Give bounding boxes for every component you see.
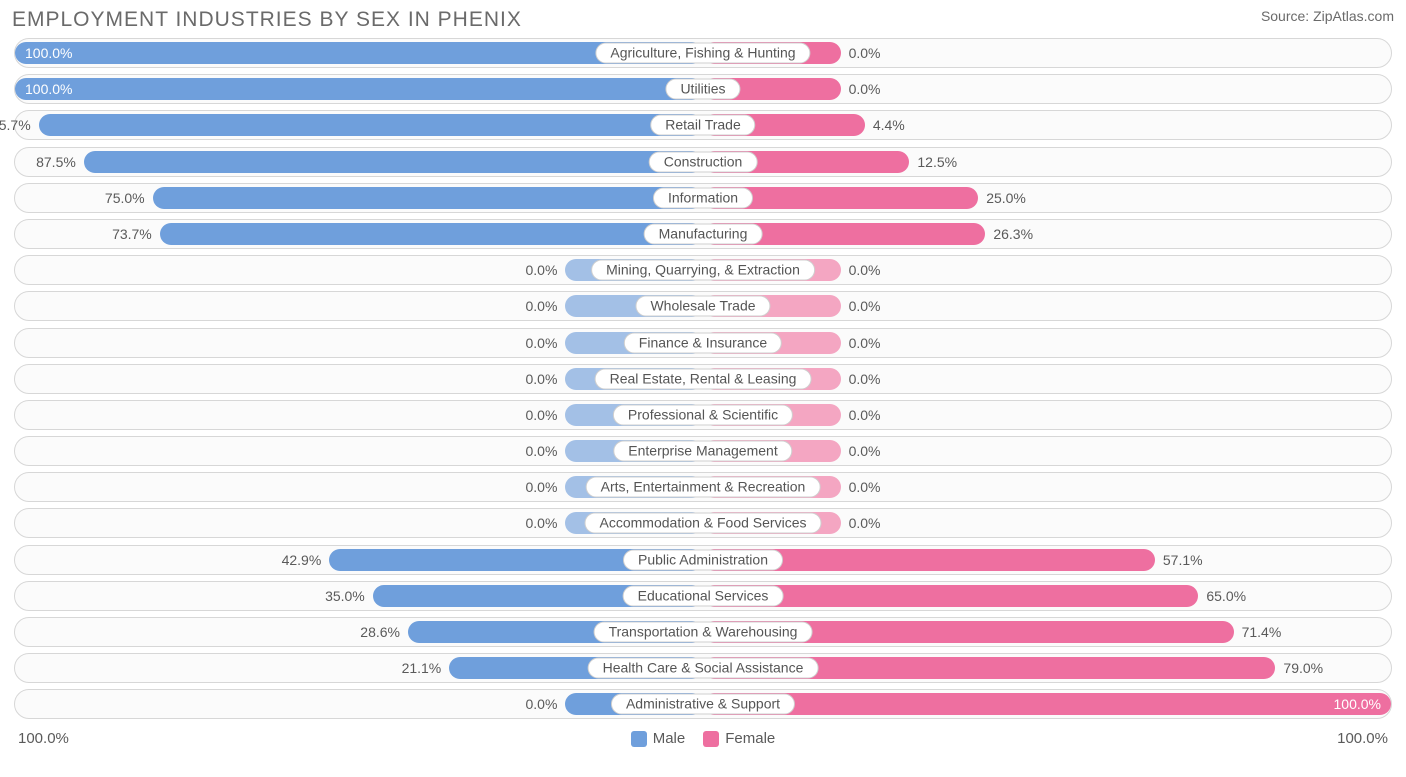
- male-pct: 0.0%: [525, 690, 557, 718]
- legend: Male Female: [631, 730, 776, 747]
- male-bar: [39, 114, 703, 136]
- category-label: Arts, Entertainment & Recreation: [586, 477, 821, 498]
- female-pct: 0.0%: [849, 365, 881, 393]
- male-bar: [84, 151, 703, 173]
- axis-left-label: 100.0%: [18, 730, 69, 747]
- female-pct: 0.0%: [849, 329, 881, 357]
- male-pct: 0.0%: [525, 437, 557, 465]
- chart-row: 0.0% 0.0% Wholesale Trade: [14, 291, 1392, 321]
- category-label: Mining, Quarrying, & Extraction: [591, 260, 815, 281]
- legend-male-label: Male: [653, 730, 686, 747]
- category-label: Information: [653, 187, 753, 208]
- female-bar: [703, 693, 1391, 715]
- chart-row: 0.0% 100.0% Administrative & Support: [14, 689, 1392, 719]
- chart-row: 42.9% 57.1% Public Administration: [14, 545, 1392, 575]
- female-pct: 0.0%: [849, 39, 881, 67]
- male-pct: 35.0%: [325, 582, 365, 610]
- chart-row: 95.7%4.4%Retail Trade: [14, 110, 1392, 140]
- legend-female: Female: [703, 730, 775, 747]
- chart-row: 73.7% 26.3% Manufacturing: [14, 219, 1392, 249]
- female-pct: 0.0%: [849, 401, 881, 429]
- male-pct: 42.9%: [282, 546, 322, 574]
- female-pct: 0.0%: [849, 473, 881, 501]
- male-bar: [153, 187, 703, 209]
- category-label: Administrative & Support: [611, 694, 795, 715]
- category-label: Accommodation & Food Services: [585, 513, 822, 534]
- male-bar: [15, 78, 703, 100]
- chart-row: 0.0% 0.0% Real Estate, Rental & Leasing: [14, 364, 1392, 394]
- male-pct: 0.0%: [525, 365, 557, 393]
- male-pct: 87.5%: [36, 148, 76, 176]
- chart-row: 100.0% 0.0% Agriculture, Fishing & Hunting: [14, 38, 1392, 68]
- chart-rows: 100.0% 0.0% Agriculture, Fishing & Hunting…: [12, 38, 1394, 719]
- chart-row: 0.0% 0.0% Mining, Quarrying, & Extraction: [14, 255, 1392, 285]
- male-pct: 0.0%: [525, 509, 557, 537]
- female-pct: 4.4%: [873, 111, 905, 139]
- category-label: Finance & Insurance: [624, 332, 782, 353]
- female-pct: 0.0%: [849, 437, 881, 465]
- male-pct: 0.0%: [525, 256, 557, 284]
- chart-row: 0.0% 0.0% Accommodation & Food Services: [14, 508, 1392, 538]
- axis-right-label: 100.0%: [1337, 730, 1388, 747]
- chart-row: 87.5% 12.5% Construction: [14, 147, 1392, 177]
- category-label: Enterprise Management: [613, 441, 792, 462]
- female-pct: 12.5%: [917, 148, 957, 176]
- legend-female-label: Female: [725, 730, 775, 747]
- chart-row: 21.1% 79.0% Health Care & Social Assistanc…: [14, 653, 1392, 683]
- male-pct: 21.1%: [402, 654, 442, 682]
- chart-header: EMPLOYMENT INDUSTRIES BY SEX IN PHENIX S…: [12, 8, 1394, 32]
- category-label: Educational Services: [623, 585, 784, 606]
- male-pct: 0.0%: [525, 329, 557, 357]
- male-pct: 100.0%: [25, 39, 72, 67]
- chart-source: Source: ZipAtlas.com: [1261, 8, 1394, 24]
- category-label: Construction: [649, 151, 758, 172]
- category-label: Transportation & Warehousing: [594, 622, 813, 643]
- chart-container: EMPLOYMENT INDUSTRIES BY SEX IN PHENIX S…: [0, 0, 1406, 777]
- male-swatch-icon: [631, 731, 647, 747]
- chart-row: 0.0% 0.0% Arts, Entertainment & Recreation: [14, 472, 1392, 502]
- male-pct: 28.6%: [360, 618, 400, 646]
- female-pct: 0.0%: [849, 75, 881, 103]
- category-label: Manufacturing: [644, 223, 763, 244]
- male-pct: 100.0%: [25, 75, 72, 103]
- chart-title: EMPLOYMENT INDUSTRIES BY SEX IN PHENIX: [12, 8, 522, 32]
- chart-row: 100.0% 0.0% Utilities: [14, 74, 1392, 104]
- female-pct: 57.1%: [1163, 546, 1203, 574]
- male-pct: 0.0%: [525, 473, 557, 501]
- male-pct: 0.0%: [525, 292, 557, 320]
- female-pct: 71.4%: [1242, 618, 1282, 646]
- chart-row: 75.0% 25.0% Information: [14, 183, 1392, 213]
- category-label: Wholesale Trade: [635, 296, 770, 317]
- chart-row: 0.0% 0.0% Professional & Scientific: [14, 400, 1392, 430]
- female-pct: 100.0%: [1334, 690, 1381, 718]
- chart-row: 0.0% 0.0% Finance & Insurance: [14, 328, 1392, 358]
- female-pct: 26.3%: [993, 220, 1033, 248]
- female-pct: 65.0%: [1206, 582, 1246, 610]
- chart-footer: 100.0% Male Female 100.0%: [12, 726, 1394, 747]
- male-bar: [160, 223, 703, 245]
- category-label: Agriculture, Fishing & Hunting: [595, 43, 810, 64]
- male-pct: 95.7%: [0, 111, 31, 139]
- female-pct: 0.0%: [849, 509, 881, 537]
- category-label: Utilities: [665, 79, 740, 100]
- female-pct: 79.0%: [1283, 654, 1323, 682]
- chart-row: 28.6% 71.4% Transportation & Warehousing: [14, 617, 1392, 647]
- chart-row: 35.0% 65.0% Educational Services: [14, 581, 1392, 611]
- category-label: Professional & Scientific: [613, 404, 793, 425]
- category-label: Real Estate, Rental & Leasing: [595, 368, 812, 389]
- male-pct: 0.0%: [525, 401, 557, 429]
- category-label: Retail Trade: [650, 115, 755, 136]
- female-pct: 0.0%: [849, 292, 881, 320]
- female-pct: 25.0%: [986, 184, 1026, 212]
- category-label: Health Care & Social Assistance: [588, 658, 819, 679]
- female-swatch-icon: [703, 731, 719, 747]
- female-pct: 0.0%: [849, 256, 881, 284]
- chart-row: 0.0% 0.0% Enterprise Management: [14, 436, 1392, 466]
- legend-male: Male: [631, 730, 686, 747]
- category-label: Public Administration: [623, 549, 783, 570]
- male-pct: 75.0%: [105, 184, 145, 212]
- male-pct: 73.7%: [112, 220, 152, 248]
